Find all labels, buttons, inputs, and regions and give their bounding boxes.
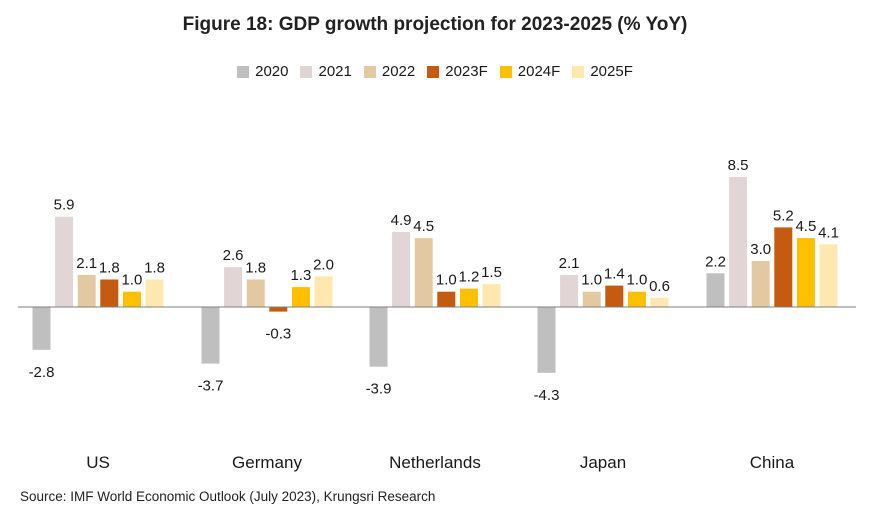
bar-japan-2022 [582,291,601,307]
bar-netherlands-2021 [392,232,411,307]
data-label: 0.6 [649,278,670,295]
legend-label: 2021 [318,63,352,80]
legend-item-2024f: 2024F [499,63,561,80]
data-label: -0.3 [265,326,291,343]
bar-us-2024f [122,291,141,307]
category-label: US [86,453,110,472]
legend-label: 2025F [590,63,633,80]
bar-us-2020 [32,307,51,350]
data-label: 2.0 [313,256,334,273]
data-label: 1.8 [99,260,120,277]
data-label: 1.0 [581,272,602,289]
legend-swatch [427,65,440,78]
bar-china-2021 [729,176,748,307]
bar-germany-2020 [201,307,220,364]
data-label: 1.2 [458,269,479,286]
data-label: 1.8 [144,260,165,277]
bar-us-2022 [77,274,96,307]
category-label: Japan [580,453,626,472]
bar-japan-2023f [605,285,624,307]
data-label: 3.0 [750,241,771,258]
data-label: 1.4 [604,266,625,283]
legend-item-2020: 2020 [237,63,288,80]
data-label: 2.1 [76,255,97,272]
bar-japan-2024f [627,291,646,307]
bar-germany-2024f [291,287,310,307]
data-label: 1.0 [626,272,647,289]
data-label: 2.2 [705,253,726,270]
data-label: 5.9 [54,197,75,214]
legend-label: 2020 [255,63,289,80]
data-label: 1.8 [245,260,266,277]
bar-japan-2020 [537,307,556,373]
legend-swatch [237,65,250,78]
data-label: -4.3 [534,387,560,404]
data-label: -3.7 [198,378,224,395]
category-label: Germany [232,453,302,472]
bar-china-2022 [751,261,770,307]
bar-china-2023f [774,227,793,307]
category-label: Netherlands [389,453,481,472]
bar-germany-2022 [246,279,265,307]
legend-swatch [363,65,376,78]
data-label: -2.8 [29,364,55,381]
category-label: China [750,453,795,472]
data-label: 1.3 [290,267,311,284]
bar-us-2023f [100,279,119,307]
data-label: 2.6 [223,247,244,264]
bar-china-2024f [796,238,815,307]
data-label: 5.2 [773,207,794,224]
legend-item-2023f: 2023F [427,63,488,80]
bar-netherlands-2022 [414,238,433,307]
legend-item-2022: 2022 [363,63,416,80]
data-label: 2.1 [559,255,580,272]
data-label: 4.5 [413,218,434,235]
legend-item-2021: 2021 [300,63,352,80]
data-label: 4.9 [391,212,412,229]
bar-netherlands-2020 [369,307,388,367]
bar-netherlands-2025f [482,284,501,308]
data-label: 1.0 [121,272,142,289]
data-label: 4.1 [818,224,839,241]
chart-title: Figure 18: GDP growth projection for 202… [182,14,688,35]
data-label: 1.0 [436,272,457,289]
data-label: 8.5 [728,157,749,174]
legend-swatch [572,65,585,78]
bar-china-2020 [706,273,725,307]
legend-swatch [499,65,512,78]
data-label: 1.5 [481,264,502,281]
bar-japan-2021 [560,274,579,307]
legend-item-2025f: 2025F [572,63,633,80]
bar-netherlands-2024f [459,288,478,307]
legend-label: 2024F [517,63,561,80]
legend-swatch [300,65,313,78]
bar-japan-2025f [650,297,669,307]
legend: 2020 2021 2022 2023F 2024F 2025F [0,63,870,80]
data-label: -3.9 [366,381,392,398]
legend-label: 2022 [381,63,416,80]
source-note: Source: IMF World Economic Outlook (July… [20,489,436,504]
bar-netherlands-2023f [437,291,456,307]
bar-us-2025f [145,279,164,307]
legend-label: 2023F [445,63,488,80]
bar-china-2025f [819,244,838,307]
bar-germany-2021 [224,267,243,307]
bar-germany-2023f [269,307,288,312]
data-label: 4.5 [795,218,816,235]
bar-us-2021 [55,216,74,307]
bar-germany-2025f [314,276,333,307]
